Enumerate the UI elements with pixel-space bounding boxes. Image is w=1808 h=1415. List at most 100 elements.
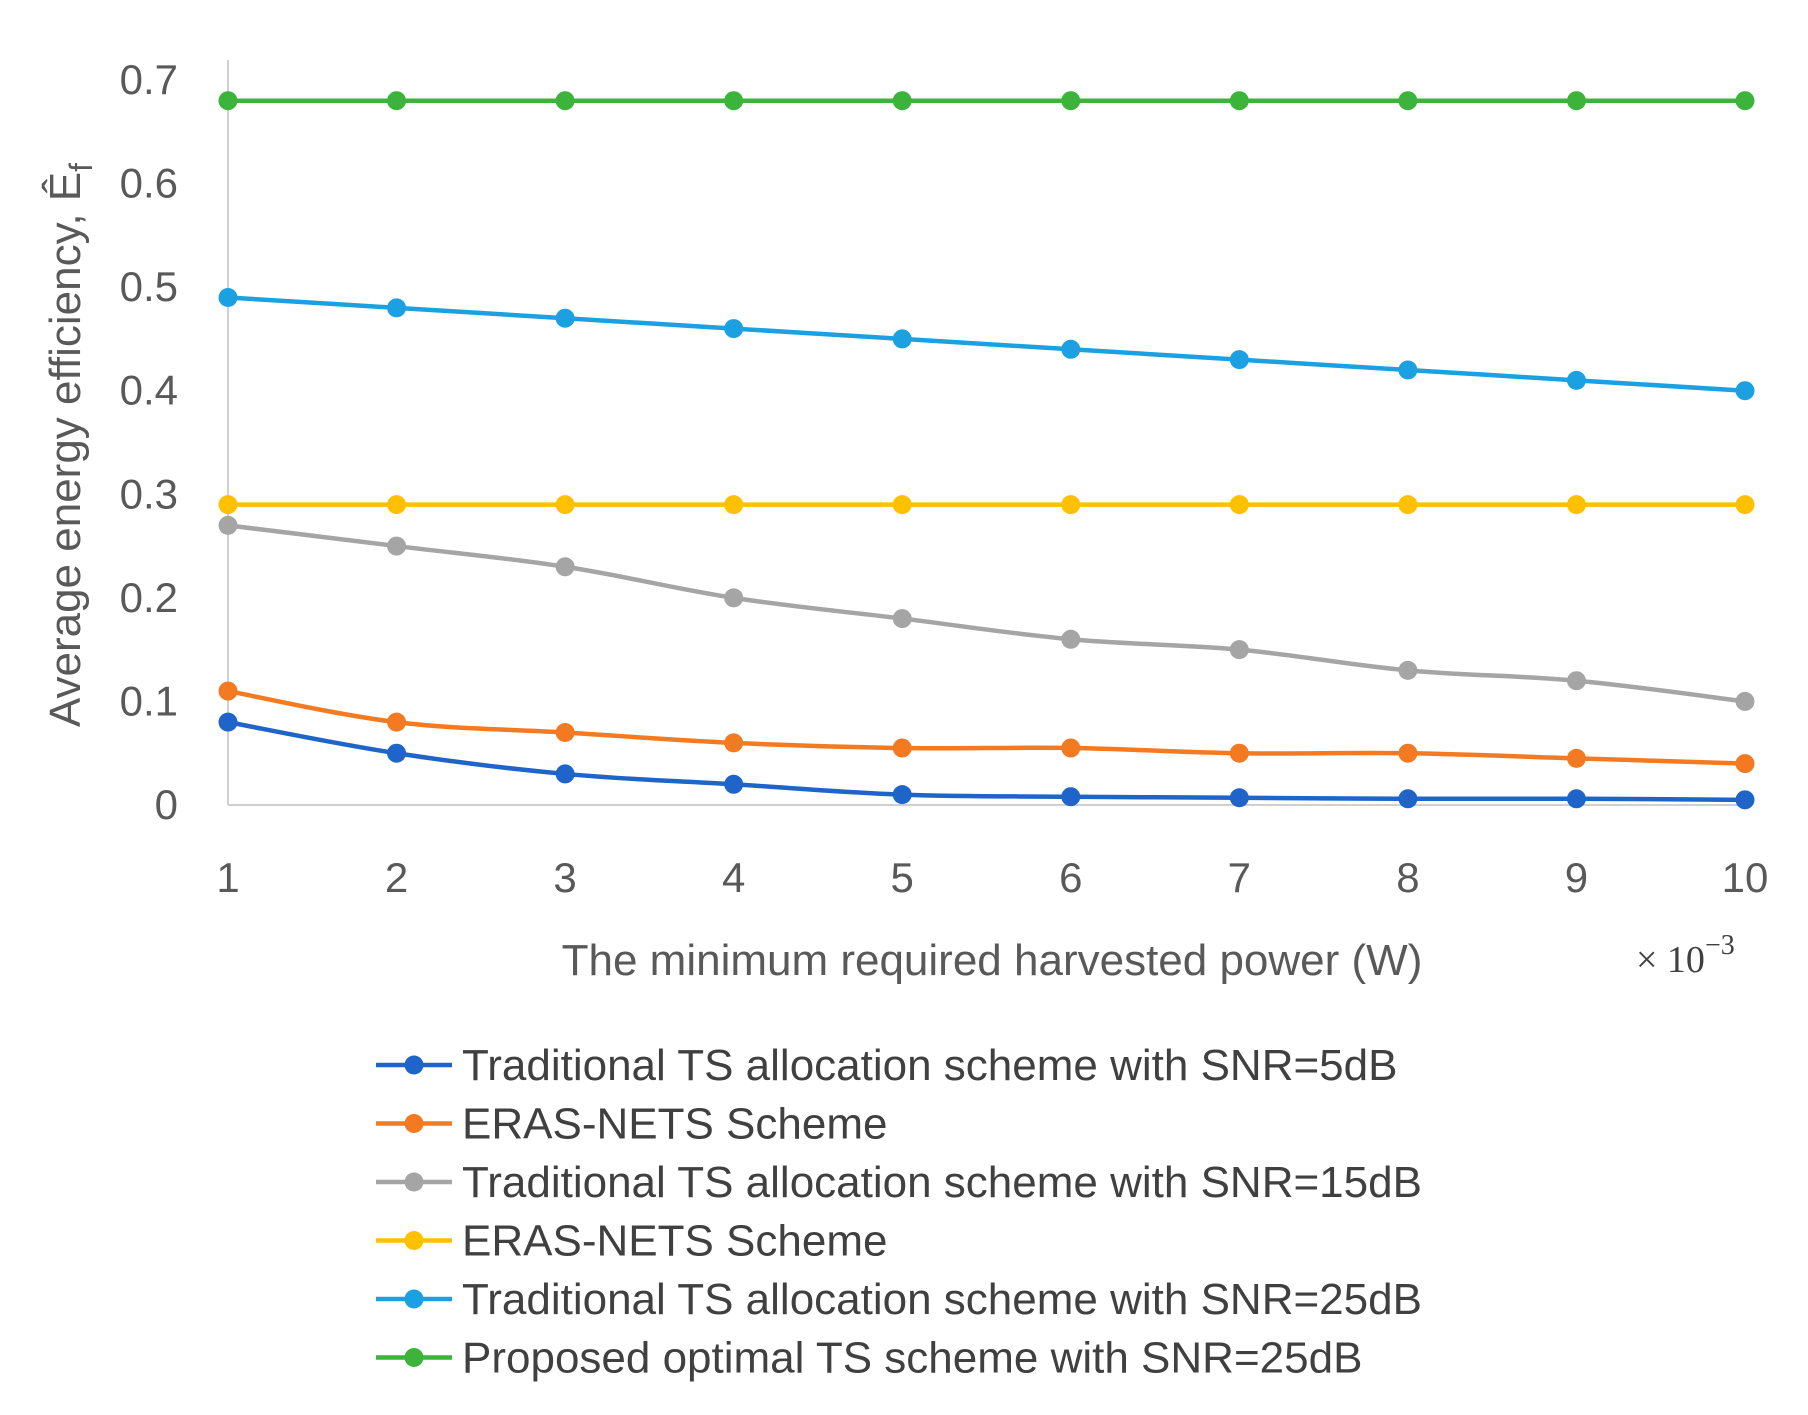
x-tick-label: 6	[1059, 854, 1082, 901]
data-point	[724, 495, 744, 515]
data-point	[892, 91, 912, 111]
series-5	[218, 288, 1755, 401]
legend-swatch-marker	[404, 1289, 424, 1309]
legend-swatch-marker	[404, 1231, 424, 1250]
data-point	[1735, 91, 1755, 111]
data-point	[1229, 91, 1249, 111]
data-point	[387, 298, 407, 318]
x-tick-label: 9	[1565, 854, 1588, 901]
data-point	[387, 495, 407, 515]
legend-item: Proposed optimal TS scheme with SNR=25dB	[376, 1334, 1362, 1383]
data-point	[387, 91, 407, 111]
data-point	[1398, 91, 1418, 111]
series-3	[218, 515, 1755, 711]
data-point	[1229, 640, 1249, 660]
data-point	[1735, 754, 1755, 774]
data-point	[218, 91, 238, 111]
data-point	[892, 495, 912, 515]
data-point	[555, 764, 575, 784]
series-2	[218, 681, 1755, 774]
data-point	[218, 712, 238, 732]
y-tick-label: 0.6	[120, 160, 178, 207]
data-point	[1566, 370, 1586, 390]
x-axis-multiplier: × 10−3	[1636, 930, 1735, 981]
x-axis-multiplier-exponent: −3	[1705, 930, 1735, 961]
y-axis-title-subscript: f	[63, 163, 99, 172]
x-tick-label: 3	[553, 854, 576, 901]
data-point	[1735, 381, 1755, 401]
data-point	[1398, 360, 1418, 380]
data-point	[1229, 495, 1249, 515]
series-line	[227, 719, 1746, 803]
data-point	[1061, 738, 1081, 758]
data-point	[1229, 350, 1249, 370]
x-axis-multiplier-base: × 10	[1636, 939, 1705, 981]
data-point	[1398, 495, 1418, 515]
data-point	[1398, 660, 1418, 680]
data-point	[1061, 787, 1081, 807]
data-point	[724, 588, 744, 608]
y-tick-label: 0	[155, 781, 178, 828]
data-point	[1566, 748, 1586, 768]
x-tick-label: 5	[891, 854, 914, 901]
data-point	[1061, 91, 1081, 111]
y-tick-label: 0.4	[120, 367, 178, 414]
data-point	[555, 723, 575, 742]
data-point	[724, 733, 744, 753]
series-4	[218, 495, 1755, 515]
data-point	[218, 288, 238, 307]
data-point	[1229, 743, 1249, 763]
y-tick-label: 0.5	[120, 263, 178, 310]
series-6	[218, 91, 1755, 111]
legend-item: ERAS-NETS Scheme	[376, 1217, 887, 1266]
data-point	[1229, 788, 1249, 808]
data-point	[1735, 691, 1755, 711]
series-layer	[218, 91, 1755, 810]
data-point	[555, 91, 575, 111]
axis-titles: The minimum required harvested power (W)…	[41, 163, 1735, 985]
x-tick-label: 8	[1396, 854, 1419, 901]
series-line	[227, 523, 1746, 704]
legend-label: ERAS-NETS Scheme	[462, 1217, 887, 1266]
data-point	[892, 329, 912, 349]
data-point	[555, 308, 575, 328]
y-tick-label: 0.2	[120, 574, 178, 621]
x-tick-label: 10	[1722, 854, 1769, 901]
x-tick-label: 1	[216, 854, 239, 901]
series-1	[218, 712, 1755, 810]
data-point	[724, 91, 744, 111]
axes: 0 0.1 0.2 0.3 0.4 0.5 0.6 0.7 1 2 3 4 5 6 7 8 9 10	[120, 56, 1769, 901]
data-point	[555, 495, 575, 515]
data-point	[387, 712, 407, 732]
legend-swatch-marker	[404, 1172, 424, 1192]
legend-label: Traditional TS allocation scheme with SN…	[462, 1041, 1397, 1090]
data-point	[1061, 339, 1081, 359]
x-tick-label: 2	[385, 854, 408, 901]
y-axis-title: Average energy efficiency, Êf	[41, 163, 99, 727]
data-point	[724, 774, 744, 794]
legend-item: ERAS-NETS Scheme	[376, 1100, 887, 1149]
data-point	[1061, 629, 1081, 649]
data-point	[218, 681, 238, 701]
data-point	[724, 319, 744, 339]
data-point	[387, 536, 407, 556]
legend-swatch-marker	[404, 1055, 424, 1075]
data-point	[1398, 743, 1418, 763]
x-tick-label: 4	[722, 854, 745, 901]
data-point	[1398, 789, 1418, 809]
data-point	[1566, 495, 1586, 515]
data-point	[892, 609, 912, 629]
legend-label: Traditional TS allocation scheme with SN…	[462, 1158, 1422, 1207]
legend-item: Traditional TS allocation scheme with SN…	[376, 1275, 1422, 1324]
legend-item: Traditional TS allocation scheme with SN…	[376, 1158, 1422, 1207]
data-point	[1735, 495, 1755, 515]
y-tick-label: 0.3	[120, 470, 178, 517]
legend-swatch-marker	[404, 1114, 424, 1133]
x-axis-title: The minimum required harvested power (W)	[562, 936, 1423, 985]
y-tick-label: 0.1	[120, 677, 178, 724]
legend-item: Traditional TS allocation scheme with SN…	[376, 1041, 1397, 1090]
legend-swatch-marker	[404, 1348, 424, 1367]
data-point	[387, 743, 407, 763]
data-point	[555, 557, 575, 577]
